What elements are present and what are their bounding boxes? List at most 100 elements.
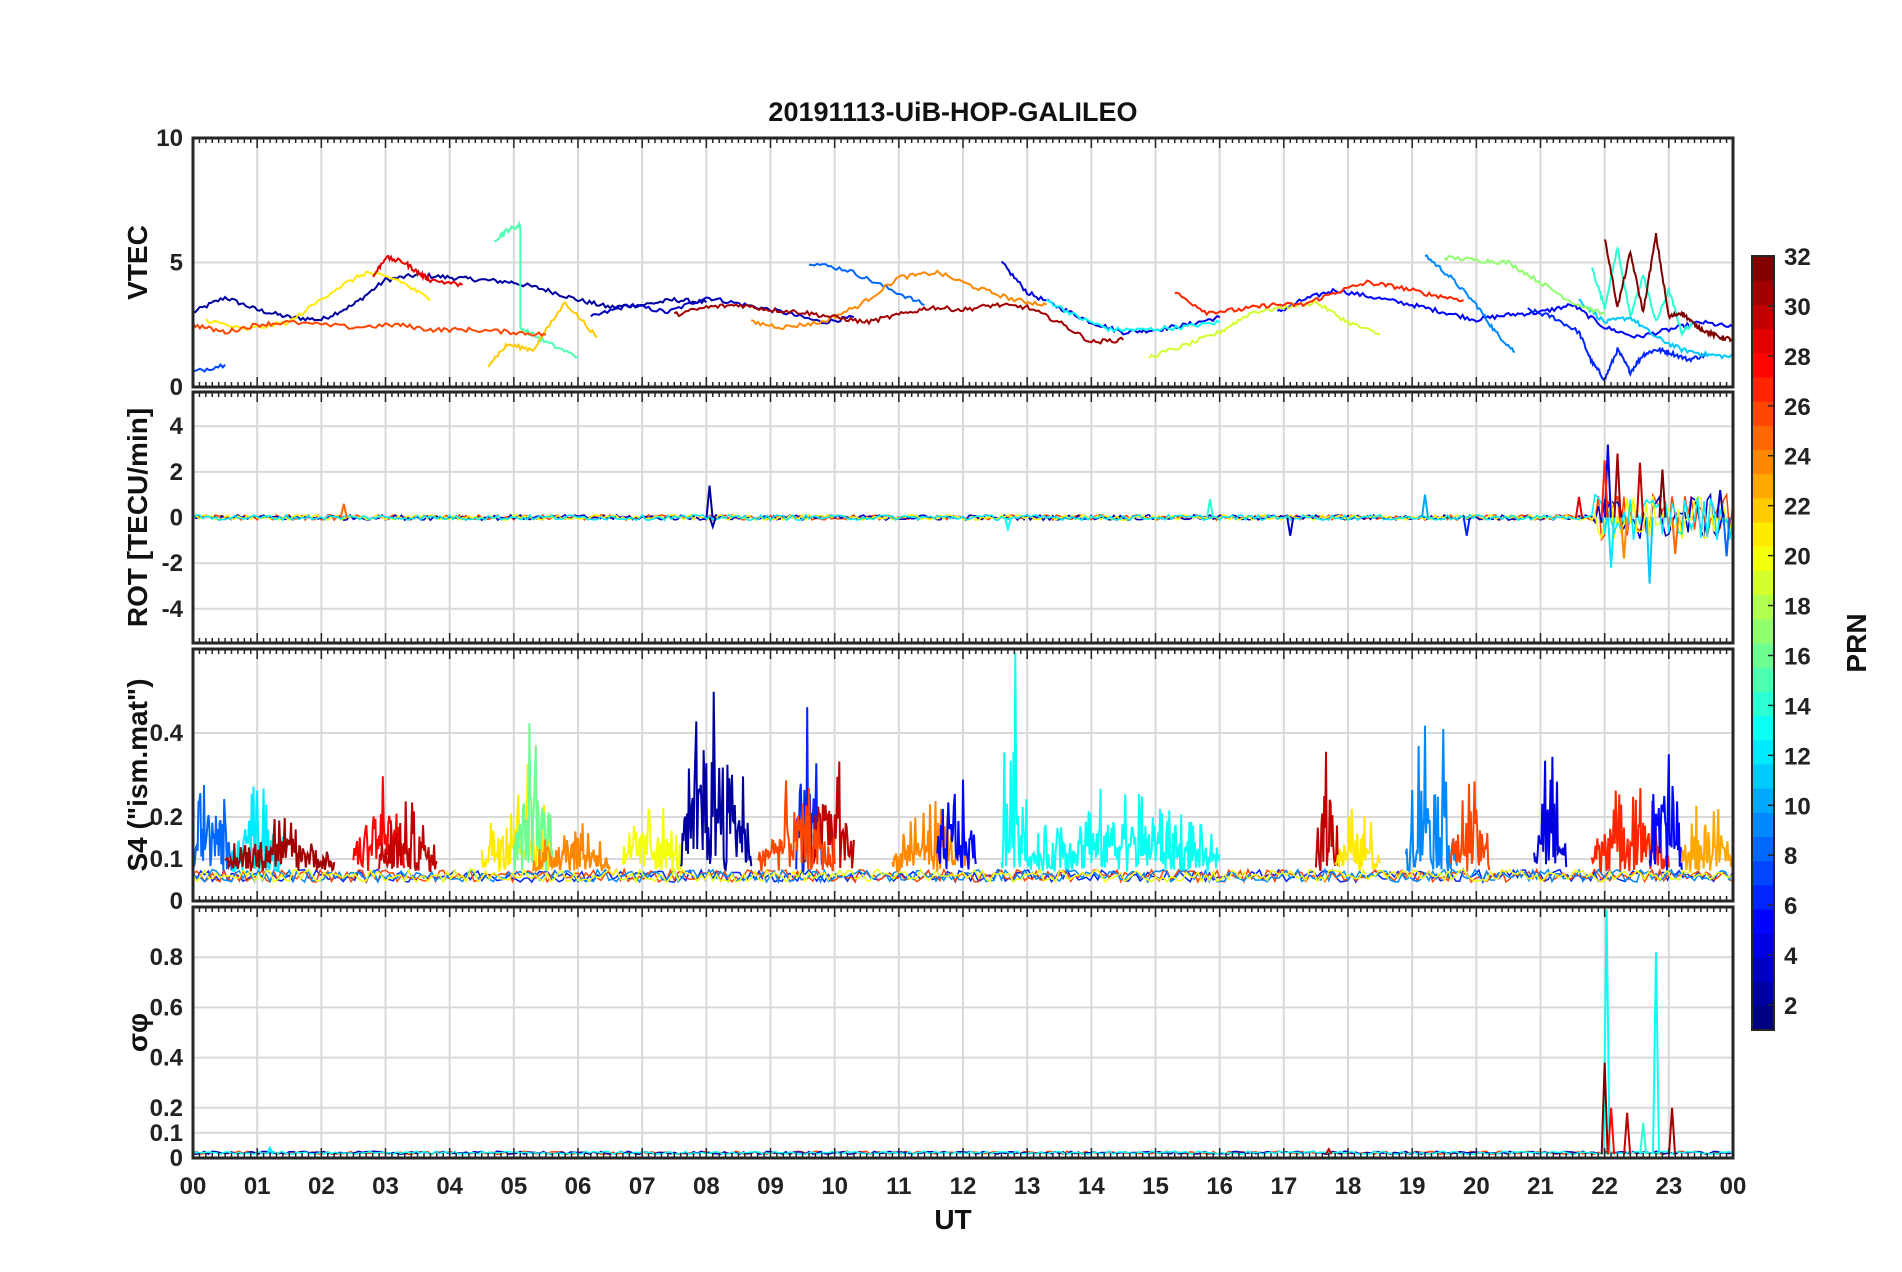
colorbar-segment	[1752, 401, 1774, 426]
x-tick-label: 13	[1014, 1173, 1041, 1200]
colorbar-tick-label: 20	[1784, 544, 1811, 571]
y-tick-label: 0	[170, 888, 183, 915]
colorbar-tick-label: 24	[1784, 444, 1811, 471]
x-axis-label: UT	[934, 1204, 971, 1235]
spike-prn-6	[1462, 517, 1471, 536]
colorbar-frame	[1751, 255, 1775, 1031]
y-tick-label: 2	[170, 459, 183, 486]
rot-noise-prn-12	[192, 493, 1734, 541]
colorbar-segment	[1752, 618, 1774, 644]
colorbar-segment	[1752, 884, 1774, 910]
colorbar-segment	[1752, 812, 1774, 837]
vtec-series-prn-6	[1527, 307, 1708, 382]
colorbar-segment	[1752, 473, 1774, 499]
spike-prn-31	[1668, 1107, 1677, 1155]
vtec-series-prn-2	[192, 271, 707, 322]
x-tick-label: 00	[1720, 1173, 1747, 1200]
vtec-series-prn-17	[1443, 255, 1606, 316]
colorbar-segment	[1752, 522, 1774, 547]
spike-prn-31	[1613, 453, 1622, 518]
panel-4: 00.10.2 0.4 0.6 0.8 σφ	[122, 905, 1735, 1172]
colorbar-tick-label: 8	[1784, 843, 1797, 870]
colorbar-segment	[1752, 691, 1774, 717]
y-tick-label: 0.6	[150, 994, 183, 1021]
x-tick-label: 06	[565, 1173, 592, 1200]
colorbar-segment	[1752, 376, 1774, 402]
s4-burst-prn-24	[891, 800, 971, 875]
colorbar-segment	[1752, 981, 1774, 1007]
spike-prn-32	[1600, 1062, 1609, 1155]
spike-prn-3	[1716, 490, 1725, 518]
s4-burst-prn-26	[1449, 781, 1491, 872]
x-tick-label: 20	[1463, 1173, 1490, 1200]
x-tick-label: 08	[693, 1173, 720, 1200]
colorbar-segment	[1752, 570, 1774, 596]
spike-prn-28	[1607, 1107, 1616, 1155]
x-tick-label: 10	[821, 1173, 848, 1200]
colorbar-segment	[1752, 546, 1774, 571]
colorbar-segment	[1752, 788, 1774, 813]
colorbar-tick-label: 30	[1784, 294, 1811, 321]
vtec-series-prn-27	[1174, 279, 1464, 317]
vtec-series-prn-29	[372, 254, 464, 288]
vtec-series-prn-7	[192, 363, 226, 373]
y-axis-label: σφ	[122, 1013, 153, 1052]
vtec-series-prn-11	[1578, 298, 1734, 360]
colorbar-segment	[1752, 280, 1774, 305]
spike-prn-25	[1671, 517, 1680, 555]
vtec-series-prn-22	[487, 301, 598, 368]
colorbar-segment	[1752, 497, 1774, 523]
x-tick-label: 21	[1527, 1173, 1554, 1200]
colorbar-label: PRN	[1841, 613, 1872, 672]
panel-2: -4 -2 0 2 4 ROT [TECU/min]	[122, 390, 1735, 645]
x-tick-label: 17	[1270, 1173, 1297, 1200]
s4-burst-prn-31	[224, 817, 336, 873]
y-tick-label: 0.4	[150, 1045, 184, 1072]
x-tick-label: 14	[1078, 1173, 1105, 1200]
colorbar-segment	[1752, 909, 1774, 934]
x-tick-label: 04	[436, 1173, 463, 1200]
y-tick-label: 0.2	[150, 804, 183, 831]
spike-prn-27	[1600, 460, 1609, 518]
series-group	[192, 444, 1734, 584]
s4-burst-prn-23	[1680, 805, 1734, 872]
y-tick-label: 0	[170, 374, 183, 401]
colorbar-tick-label: 28	[1784, 344, 1811, 371]
vtec-series-prn-31	[673, 301, 1125, 345]
colorbar-tick-label: 32	[1784, 244, 1811, 271]
spike-prn-32	[1658, 469, 1667, 518]
y-tick-label: 0.1	[150, 1120, 183, 1147]
y-tick-label: 0.1	[150, 846, 183, 873]
spike-prn-30	[1324, 1147, 1333, 1155]
x-tick-label: 18	[1335, 1173, 1362, 1200]
vtec-series-prn-5	[1276, 287, 1734, 339]
x-tick-label: 00	[180, 1173, 207, 1200]
s4-burst-prn-16	[512, 723, 554, 872]
spike-prn-29	[1575, 496, 1583, 518]
spike-prn-24	[1619, 517, 1628, 559]
y-tick-label: 5	[170, 250, 183, 277]
spike-prn-10	[1421, 494, 1429, 518]
spike-prn-13	[1003, 517, 1012, 533]
vtec-series-prn-26	[192, 319, 547, 337]
x-tick-label: 16	[1206, 1173, 1233, 1200]
y-tick-label: 0.8	[150, 944, 183, 971]
s4-burst-prn-9	[1404, 725, 1459, 872]
series-group	[192, 652, 1734, 885]
y-tick-label: 0	[170, 1145, 183, 1172]
vtec-series-prn-32	[1603, 232, 1734, 343]
colorbar-tick-label: 10	[1784, 793, 1811, 820]
colorbar-segment	[1752, 836, 1774, 862]
x-tick-label: 11	[886, 1173, 911, 1200]
x-tick-label: 19	[1399, 1173, 1426, 1200]
vtec-series-prn-13	[1045, 298, 1221, 333]
vtec-series-prn-21	[205, 270, 431, 332]
colorbar-segment	[1752, 425, 1774, 450]
series-group	[192, 220, 1734, 382]
colorbar-tick-label: 18	[1784, 594, 1811, 621]
colorbar-tick-label: 22	[1784, 494, 1811, 521]
spike-prn-25	[339, 503, 348, 518]
x-tick-label: 15	[1142, 1173, 1169, 1200]
